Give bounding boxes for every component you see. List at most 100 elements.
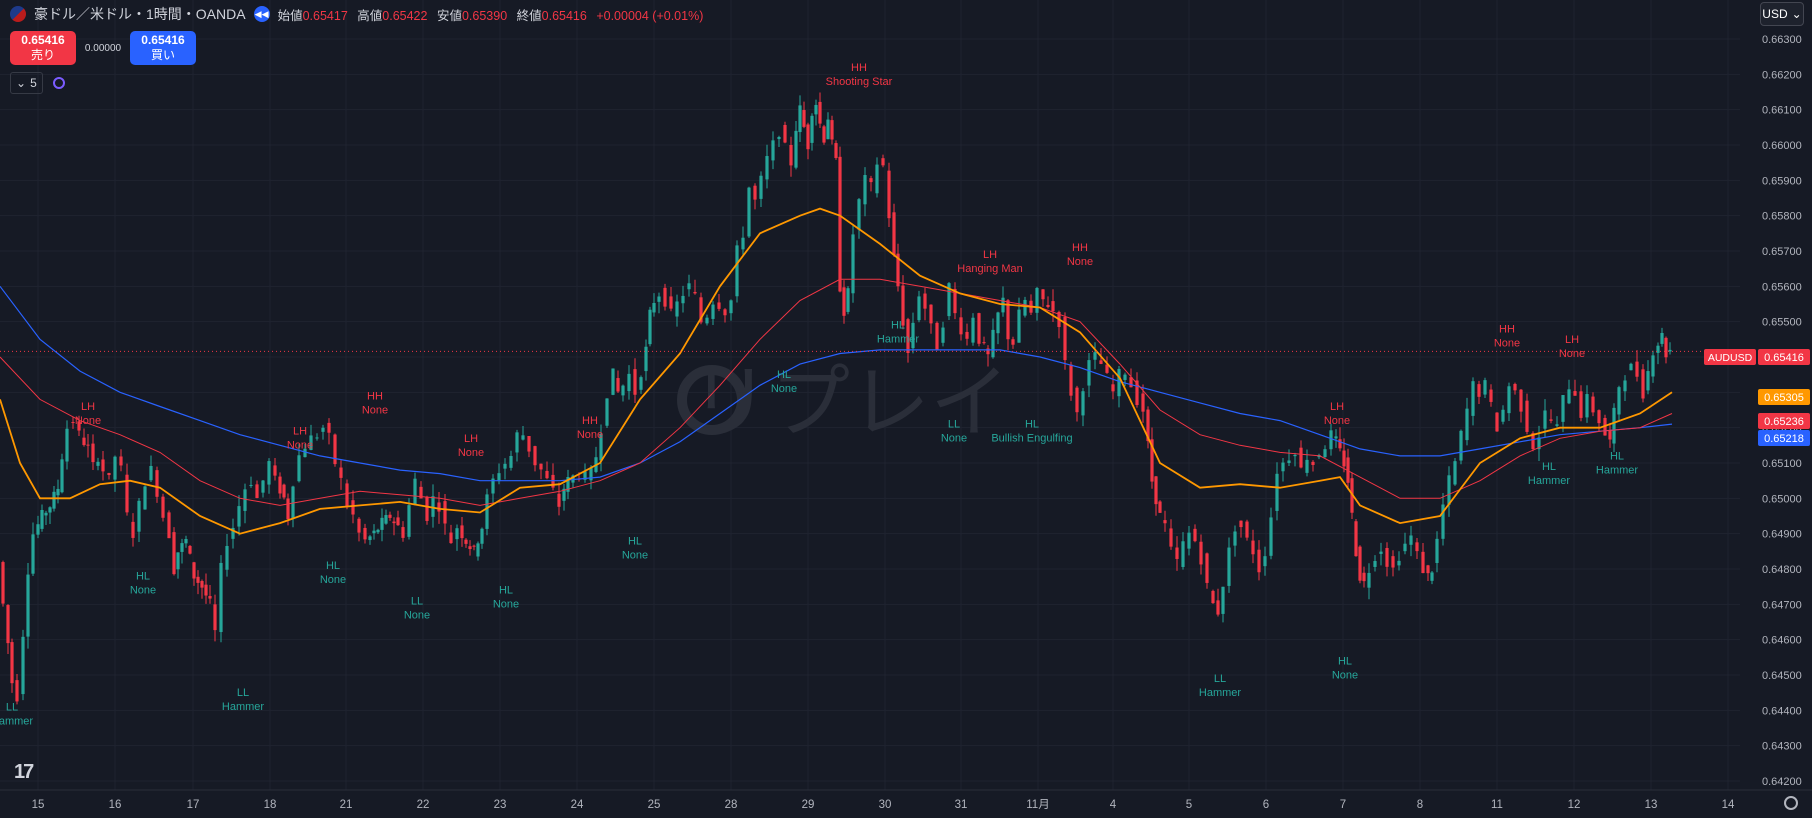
price-tick-label: 0.65800: [1762, 211, 1802, 223]
candles: [1, 92, 1672, 705]
candle: [896, 243, 900, 292]
candle: [472, 544, 476, 551]
candle: [96, 457, 100, 471]
pattern-label: Bullish Engulfing: [991, 433, 1072, 445]
candle: [1555, 416, 1559, 428]
time-tick-label: 7: [1340, 799, 1346, 811]
candle: [783, 121, 787, 144]
candle: [1635, 350, 1639, 382]
settings-icon[interactable]: [1784, 796, 1798, 810]
candle: [1525, 393, 1529, 435]
candle: [455, 524, 459, 551]
candle: [705, 314, 709, 326]
candle: [539, 463, 543, 480]
candle: [1227, 537, 1231, 593]
candle: [846, 286, 850, 315]
candle: [192, 561, 196, 586]
candle: [1471, 377, 1475, 426]
candle: [219, 555, 223, 643]
pattern-label: HL: [891, 320, 905, 332]
time-tick-label: 28: [725, 799, 738, 811]
buy-button[interactable]: 0.65416 買い: [130, 31, 196, 65]
currency-select[interactable]: USD ⌄: [1760, 2, 1804, 26]
candle: [1561, 394, 1565, 433]
candle: [278, 472, 282, 499]
pattern-label: Hammer: [1596, 464, 1639, 476]
candle: [1617, 385, 1621, 420]
price-tick-label: 0.66100: [1762, 105, 1802, 117]
candle: [460, 516, 464, 547]
pattern-label: None: [493, 599, 519, 611]
candle: [1158, 500, 1162, 514]
candle: [826, 112, 830, 140]
candle: [167, 510, 171, 539]
candle: [669, 286, 673, 312]
candle: [1216, 588, 1220, 617]
price-tick-label: 0.64700: [1762, 599, 1802, 611]
ema-orange-line: [0, 207, 1673, 535]
candle: [1323, 445, 1327, 458]
pattern-label: LH: [464, 433, 478, 445]
candle: [1281, 458, 1285, 482]
candle: [1263, 546, 1267, 576]
candle: [480, 527, 484, 549]
candle: [1660, 327, 1664, 347]
replay-icon[interactable]: ◀◀: [253, 6, 270, 22]
candle: [407, 498, 411, 540]
candle: [363, 523, 367, 544]
candle: [36, 515, 40, 539]
candle: [1489, 384, 1493, 407]
candle: [431, 484, 435, 528]
pattern-label: LH: [983, 249, 997, 261]
pattern-label: HH: [582, 415, 598, 427]
candle: [464, 538, 468, 548]
candle: [1293, 452, 1297, 467]
pattern-label: LH: [1565, 334, 1579, 346]
candle: [1251, 529, 1255, 564]
candle: [551, 463, 555, 491]
candle: [15, 673, 19, 705]
candle: [1591, 392, 1595, 417]
candle: [892, 203, 896, 257]
candle: [965, 323, 969, 346]
pattern-label: LL: [411, 595, 423, 607]
candle: [693, 279, 697, 295]
candle: [566, 469, 570, 500]
indicator-toggle[interactable]: ⌄ 5: [10, 72, 43, 94]
candle: [143, 485, 147, 510]
candle: [1668, 342, 1672, 355]
candle: [176, 552, 180, 579]
candle: [509, 450, 513, 471]
candle: [196, 570, 200, 595]
time-tick-label: 14: [1722, 799, 1735, 811]
candle: [1513, 382, 1517, 395]
pattern-label: Shooting Star: [826, 76, 893, 88]
candle: [1612, 403, 1616, 453]
time-tick-label: 4: [1110, 799, 1117, 811]
candle: [857, 197, 861, 239]
price-tick-label: 0.64800: [1762, 564, 1802, 576]
sell-button[interactable]: 0.65416 売り: [10, 31, 76, 65]
time-tick-label: 25: [648, 799, 661, 811]
time-tick-label: 16: [109, 799, 122, 811]
candle: [1549, 409, 1553, 424]
price-tick-label: 0.64500: [1762, 670, 1802, 682]
candle: [333, 433, 337, 467]
candle: [1205, 552, 1209, 589]
candle: [1269, 507, 1273, 560]
time-tick-label: 12: [1568, 799, 1581, 811]
candle: [1081, 388, 1085, 427]
candle: [929, 304, 933, 334]
svg-text:0.65305: 0.65305: [1764, 392, 1804, 404]
pattern-label: Hammer: [1199, 687, 1242, 699]
price-tick-label: 0.64600: [1762, 635, 1802, 647]
time-axis[interactable]: 15 16 17 18 21 22 23 24 25 28 29 30 31 11月 4 5 6 7 8 11 12 13…: [0, 789, 1812, 818]
candle: [806, 122, 810, 160]
symbol-title[interactable]: 豪ドル／米ドル・1時間・OANDA: [34, 6, 246, 22]
pattern-label: HL: [1542, 461, 1556, 473]
candle: [830, 115, 834, 145]
svg-text:0.65416: 0.65416: [1764, 352, 1804, 364]
pattern-label: None: [1332, 669, 1358, 681]
price-axis[interactable]: 0.66300 0.66200 0.66100 0.66000 0.65900 0.658…: [1704, 0, 1812, 818]
